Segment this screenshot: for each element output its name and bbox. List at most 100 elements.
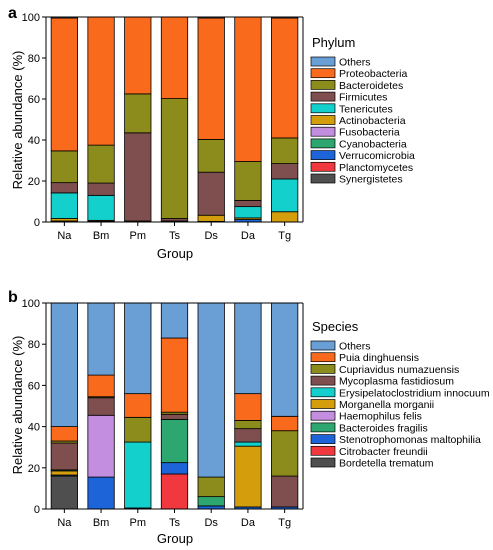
panel-b-bar-na-others <box>50 302 78 427</box>
panel-a-legend-swatch-planctomycetes <box>310 161 336 172</box>
panel-a-ytick-label-0: 0 <box>34 217 40 229</box>
panel-a-bar-ds-proteobacteria <box>197 17 225 140</box>
panel-b-bar-tg-cupriavidus-numazuensis <box>271 430 299 477</box>
panel-b-bar-ts-others <box>160 302 189 339</box>
panel-b-legend-swatch-cupriavidus-numazuensis <box>310 364 336 374</box>
panel-b-legend-label-bacteroides-fragilis: Bacteroides fragilis <box>339 422 428 434</box>
panel-a-legend-swatch-verrucomicrobia <box>310 150 336 160</box>
panel-b-legend-swatch-morganella-morganii <box>310 399 336 409</box>
panel-a-legend-label-planctomycetes: Planctomycetes <box>339 162 413 174</box>
panel-a-xtick-label-ts: Ts <box>169 230 181 242</box>
panel-b-bar-pm-erysipelatoclostridium-innocuum <box>124 441 152 509</box>
panel-a-ytick-label-20: 20 <box>28 176 40 188</box>
panel-b-bar-da-morganella-morganii <box>234 445 262 508</box>
panel-b-xtick-label-bm: Bm <box>93 517 110 529</box>
panel-a-bar-tg-bacteroidetes <box>271 137 299 164</box>
panel-a-bar-ts-bacteroidetes <box>160 98 189 219</box>
panel-b-bar-ts-bacteroides-fragilis <box>160 418 189 464</box>
panel-a-legend-label-proteobacteria: Proteobacteria <box>339 68 407 80</box>
panel-a-bar-bm-proteobacteria <box>87 16 115 146</box>
panel-a-legend-label-bacteroidetes: Bacteroidetes <box>339 80 403 92</box>
panel-a-bar-na-bacteroidetes <box>50 150 78 184</box>
panel-b-bar-da-puia-dinghuensis <box>234 393 262 421</box>
panel-a-legend-label-others: Others <box>339 57 371 69</box>
panel-a-bar-da-firmicutes <box>234 200 262 208</box>
panel-a-xtick-label-da: Da <box>241 230 256 242</box>
panel-a-legend-label-fusobacteria: Fusobacteria <box>339 127 400 139</box>
panel-b-ytick-label-0: 0 <box>34 504 40 516</box>
panel-a-bar-da-tenericutes <box>234 206 262 219</box>
panel-b-bar-tg-puia-dinghuensis <box>271 415 299 432</box>
panel-b-xtick-label-da: Da <box>241 517 256 529</box>
panel-b-bar-na-bordetella-trematum <box>50 475 78 510</box>
panel-a-legend-swatch-tenericutes <box>310 103 336 114</box>
panel-a-legend-label-verrucomicrobia: Verrucomicrobia <box>339 150 415 162</box>
panel-b-xlabel: Group <box>157 531 193 546</box>
panel-b-legend-label-haemophilus-felis: Haemophilus felis <box>339 411 422 423</box>
panel-b-legend-label-puia-dinghuensis: Puia dinghuensis <box>339 352 419 364</box>
panel-a-bar-da-bacteroidetes <box>234 161 262 201</box>
panel-a-bar-ds-firmicutes <box>197 171 225 216</box>
panel-b-xtick-label-pm: Pm <box>130 517 147 529</box>
panel-a-bar-na-tenericutes <box>50 192 78 219</box>
panel-a-bar-da-proteobacteria <box>234 16 262 162</box>
panel-b-legend-swatch-bordetella-trematum <box>310 457 336 468</box>
panel-b-legend-label-mycoplasma-fastidiosum: Mycoplasma fastidiosum <box>339 376 454 388</box>
panel-a-xtick-label-pm: Pm <box>130 230 147 242</box>
panel-a-legend: OthersProteobacteriaBacteroidetesFirmicu… <box>310 56 415 186</box>
panel-b-bar-pm-puia-dinghuensis <box>124 393 152 418</box>
panel-a-legend-swatch-cyanobacteria <box>310 138 336 149</box>
panel-b-bar-bm-mycoplasma-fastidiosum <box>87 397 115 416</box>
panel-b-bar-na-mycoplasma-fastidiosum <box>50 442 78 471</box>
panel-a-ytick-label-80: 80 <box>28 53 40 65</box>
panel-a-bar-ts-proteobacteria <box>160 16 189 99</box>
panel-a-legend-swatch-others <box>310 56 336 67</box>
panel-a-legend-swatch-synergistetes <box>310 173 336 184</box>
panel-a-ytick-label-60: 60 <box>28 94 40 106</box>
panel-a-legend-label-cyanobacteria: Cyanobacteria <box>339 138 407 150</box>
panel-b-plot: 0 20 40 60 80 100 Na Bm Pm Ts Ds Da Tg <box>22 298 304 529</box>
panel-a-xtick-label-ds: Ds <box>204 230 218 242</box>
panel-b-bar-ds-bacteroides-fragilis <box>197 496 225 507</box>
panel-b-bar-bm-puia-dinghuensis <box>87 374 115 398</box>
panel-b-bar-na-puia-dinghuensis <box>50 426 78 442</box>
panel-b-ylabel: Relative abundance (%) <box>10 336 25 475</box>
panel-a-ytick-label-100: 100 <box>22 12 40 24</box>
panel-a-legend-swatch-actinobacteria <box>310 115 336 125</box>
panel-a-bar-ds-actinobacteria <box>197 214 225 222</box>
panel-a-bar-tg-actinobacteria <box>271 211 299 223</box>
panel-b-ytick-label-20: 20 <box>28 463 40 475</box>
panel-a-legend-swatch-bacteroidetes <box>310 80 336 90</box>
panel-a-bar-na-proteobacteria <box>50 17 78 152</box>
panel-a-xtick-label-na: Na <box>57 230 72 242</box>
panel-b-legend-label-others: Others <box>339 341 371 353</box>
panel-a-bar-bm-bacteroidetes <box>87 144 115 184</box>
panel-b-legend-swatch-puia-dinghuensis <box>310 352 336 363</box>
panel-b-bar-pm-others <box>124 302 152 395</box>
panel-b-bar-na-morganella-morganii <box>50 470 78 476</box>
panel-letter-b: b <box>8 289 18 306</box>
panel-b-bar-da-erysipelatoclostridium-innocuum <box>234 441 262 447</box>
panel-b-legend-swatch-erysipelatoclostridium-innocuum <box>310 387 336 398</box>
panel-a-plot: 0 20 40 60 80 100 Na Bm Pm Ts Ds Da Tg <box>22 12 304 242</box>
panel-a-legend-title: Phylum <box>312 35 355 50</box>
panel-b-bar-ts-stenotrophomonas-maltophilia <box>160 462 189 475</box>
panel-a-legend-label-actinobacteria: Actinobacteria <box>339 115 406 127</box>
panel-b-legend-swatch-mycoplasma-fastidiosum <box>310 375 336 386</box>
panel-b-bar-tg-mycoplasma-fastidiosum <box>271 475 299 508</box>
panel-a-ylabel: Relative abundance (%) <box>10 51 25 190</box>
panel-b-legend-swatch-stenotrophomonas-maltophilia <box>310 434 336 444</box>
panel-a-bar-pm-proteobacteria <box>124 16 152 95</box>
panel-a-bar-na-firmicutes <box>50 182 78 194</box>
panel-b-bar-ts-citrobacter-freundii <box>160 473 189 510</box>
panel-a-legend-label-synergistetes: Synergistetes <box>339 174 403 186</box>
panel-b-legend-label-erysipelatoclostridium-innocuum: Erysipelatoclostridium innocuum <box>339 387 490 399</box>
panel-b-bar-bm-others <box>87 302 115 376</box>
panel-b-bar-bm-stenotrophomonas-maltophilia <box>87 476 115 510</box>
panel-b-xtick-label-tg: Tg <box>278 517 291 529</box>
panel-a-xtick-label-tg: Tg <box>278 230 291 242</box>
panel-b-bar-ds-others <box>197 302 225 478</box>
panel-b-legend-swatch-haemophilus-felis <box>310 410 336 421</box>
